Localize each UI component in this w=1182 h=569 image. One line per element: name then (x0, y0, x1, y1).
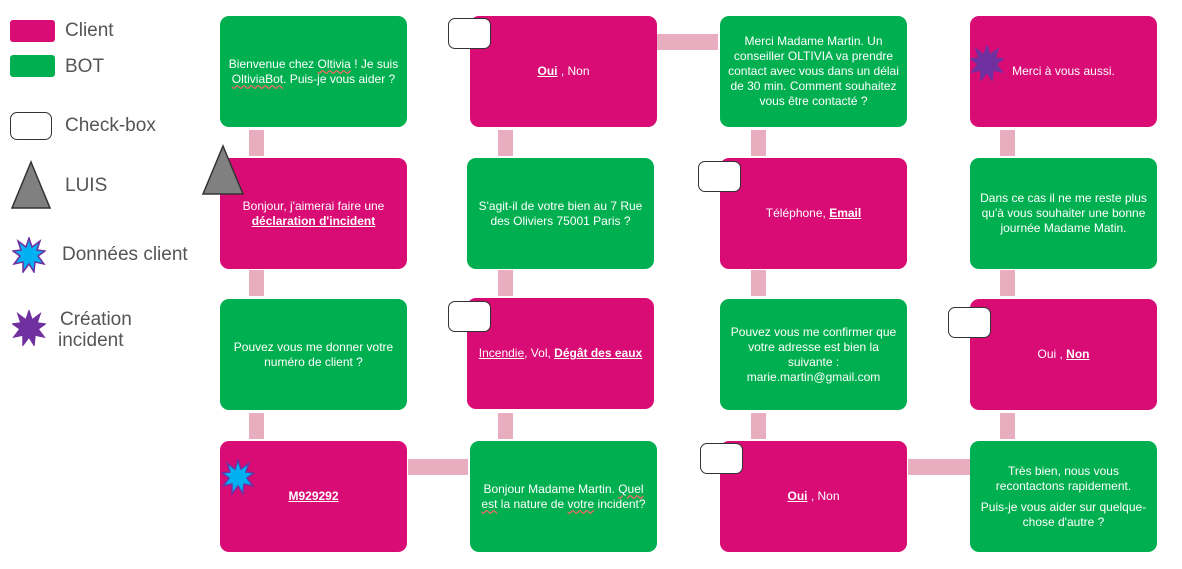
bot-tres-bien-box: Très bien, nous vous recontactons rapide… (970, 441, 1157, 552)
connector-h-top-2 (656, 34, 718, 50)
legend-bot-swatch (10, 55, 55, 77)
bot-merci-box: Merci Madame Martin. Un conseiller OLTIV… (720, 16, 907, 127)
bot-ask-client-number-box: Pouvez vous me donner votre numéro de cl… (220, 299, 407, 410)
client-yes-no-box-2: Oui , Non (720, 441, 907, 552)
bot-tres-bien-text-2: Puis-je vous aider sur quelque-chose d'a… (980, 499, 1147, 529)
bot-bonne-journee-text: Dans ce cas il ne me reste plus qu'à vou… (980, 191, 1147, 235)
bot-merci-text: Merci Madame Martin. Un conseiller OLTIV… (728, 34, 899, 108)
connector-c2-r1 (498, 130, 513, 156)
bot-confirm-email-box: Pouvez vous me confirmer que votre adres… (720, 299, 907, 410)
connector-c4-r3 (1000, 413, 1015, 439)
legend-client-label: Client (65, 20, 114, 41)
bot-nature-question-box: Bonjour Madame Martin. Quel est la natur… (470, 441, 657, 552)
connector-c3-r1 (751, 130, 766, 156)
connector-c2-r2 (498, 270, 513, 296)
legend-luis-icon (10, 160, 52, 209)
bot-bonne-journee-box: Dans ce cas il ne me reste plus qu'à vou… (970, 158, 1157, 269)
client-number-box: M929292 (220, 441, 407, 552)
client-merci-aussi-text: Merci à vous aussi. (1012, 64, 1115, 78)
legend-checkbox-label: Check-box (65, 115, 156, 136)
checkbox-oui-non[interactable] (948, 307, 991, 338)
checkbox-contact-choice[interactable] (698, 161, 741, 192)
client-oui-non-box: Oui , Non (970, 299, 1157, 410)
connector-c3-r2 (751, 270, 766, 296)
bot-confirm-email-text: Pouvez vous me confirmer que votre adres… (730, 324, 897, 384)
bot-welcome-box: Bienvenue chez Oltivia ! Je suis Oltivia… (220, 16, 407, 127)
bot-ask-client-number-text: Pouvez vous me donner votre numéro de cl… (233, 339, 394, 369)
legend-luis-label: LUIS (65, 175, 108, 196)
checkbox-yes-no-1[interactable] (448, 18, 491, 49)
connector-c1-r1 (249, 130, 264, 156)
client-yes-no-text-2: Oui , Non (787, 489, 840, 503)
bot-address-question-box: S'agit-il de votre bien au 7 Rue des Oli… (467, 158, 654, 269)
checkbox-yes-no-2[interactable] (700, 443, 743, 474)
connector-c2-r3 (498, 413, 513, 439)
connector-c3-r3 (751, 413, 766, 439)
bot-welcome-text: Bienvenue chez Oltivia ! Je suis Oltivia… (228, 56, 399, 86)
client-incident-box: Bonjour, j'aimerai faire une déclaration… (220, 158, 407, 269)
legend-client-swatch (10, 20, 55, 42)
legend-donnees-client-icon (12, 237, 46, 273)
connector-c4-r2 (1000, 270, 1015, 296)
client-incident-types-text: Incendie, Vol, Dégât des eaux (478, 346, 643, 360)
donnees-client-star-icon (221, 459, 255, 495)
connector-c4-r1 (1000, 130, 1015, 156)
bot-address-question-text: S'agit-il de votre bien au 7 Rue des Oli… (478, 198, 643, 228)
client-yes-no-box-1: Oui , Non (470, 16, 657, 127)
bot-tres-bien-text-1: Très bien, nous vous recontactons rapide… (995, 463, 1132, 493)
client-incident-text: Bonjour, j'aimerai faire une déclaration… (242, 198, 385, 228)
client-oui-non-text: Oui , Non (1037, 347, 1090, 361)
client-contact-choice-box: Téléphone, Email (720, 158, 907, 269)
connector-c1-r3 (249, 413, 264, 439)
legend-creation-incident-icon (12, 310, 46, 346)
legend-checkbox-icon (10, 112, 52, 140)
luis-triangle-icon (201, 144, 245, 195)
checkbox-incident-types[interactable] (448, 301, 491, 332)
connector-h-bottom-3 (908, 459, 970, 475)
bot-nature-question-text: Bonjour Madame Martin. Quel est la natur… (481, 481, 646, 511)
connector-h-bottom-1 (408, 459, 468, 475)
client-incident-types-box: Incendie, Vol, Dégât des eaux (467, 298, 654, 409)
legend-bot-label: BOT (65, 56, 105, 77)
client-number-text: M929292 (288, 489, 339, 503)
creation-incident-star-icon (970, 45, 1004, 81)
client-yes-no-text-1: Oui , Non (537, 64, 590, 78)
legend-creation-label-2: incident (58, 330, 124, 351)
connector-c1-r2 (249, 270, 264, 296)
legend-creation-label-1: Création (60, 309, 132, 330)
client-contact-choice-text: Téléphone, Email (765, 206, 862, 220)
legend-donnees-client-label: Données client (62, 244, 188, 265)
